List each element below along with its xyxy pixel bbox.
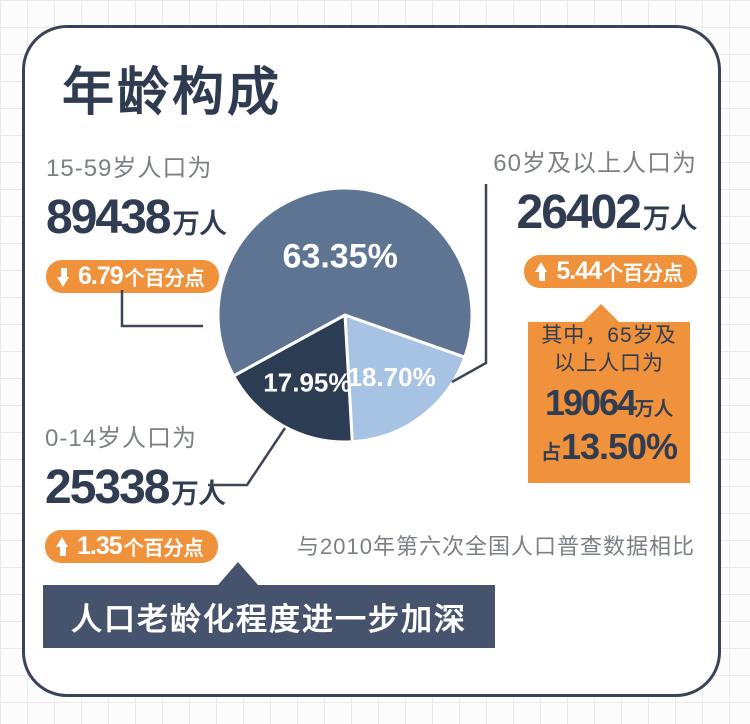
group-age-60-plus: 60岁及以上人口为 26402 万人 5.44 个百分点 <box>493 143 697 288</box>
change-suffix: 个百分点 <box>124 268 205 290</box>
callout-line1: 其中，65岁及 <box>541 324 677 347</box>
arrow-down-icon <box>57 267 70 287</box>
age-0-14-change-badge: 1.35 个百分点 <box>45 530 218 563</box>
callout-percent-row: 占13.50% <box>528 426 690 468</box>
change-value: 6.79 <box>78 262 124 290</box>
callout-unit: 万人 <box>635 399 674 420</box>
age-15-59-unit: 万人 <box>172 209 227 239</box>
pie-slice-label-15-59: 63.35% <box>283 238 398 276</box>
arrow-up-icon <box>535 261 548 282</box>
change-value: 5.44 <box>556 257 602 285</box>
callout-value-row: 19064万人 <box>528 382 690 424</box>
group-age-15-59: 15-59岁人口为 89438 万人 6.79 个百分点 <box>46 148 226 293</box>
age-60-plus-label: 60岁及以上人口为 <box>493 150 697 177</box>
age-60-plus-change-badge: 5.44 个百分点 <box>524 255 697 288</box>
age-15-59-change-badge: 6.79 个百分点 <box>46 260 219 293</box>
comparison-note: 与2010年第六次全国人口普查数据相比 <box>297 534 695 559</box>
age-60-plus-unit: 万人 <box>643 204 697 234</box>
change-suffix: 个百分点 <box>603 263 683 285</box>
callout-percent: 13.50% <box>560 426 678 467</box>
conclusion-banner: 人口老龄化程度进一步加深 <box>43 562 495 648</box>
pie-chart: 18.70%17.95% 63.35% <box>216 186 474 444</box>
callout-value: 19064 <box>544 382 637 423</box>
callout-prefix: 占 <box>540 442 561 464</box>
page-title: 年龄构成 <box>62 64 283 122</box>
age-15-59-label: 15-59岁人口为 <box>46 155 213 182</box>
pie-slice-0-14 <box>232 313 354 444</box>
pie-slice-label-60-plus: 18.70% <box>348 362 436 392</box>
banner-pointer-icon <box>218 562 258 585</box>
age-0-14-label: 0-14岁人口为 <box>45 425 198 452</box>
change-suffix: 个百分点 <box>123 538 204 560</box>
age-0-14-value: 25338 <box>45 461 170 514</box>
callout-line2: 以上人口为 <box>554 352 664 375</box>
group-age-0-14: 0-14岁人口为 25338 万人 1.35 个百分点 <box>45 418 225 563</box>
age-0-14-value-row: 25338 万人 <box>45 460 225 515</box>
age-60-plus-value-row: 26402 万人 <box>493 185 697 240</box>
banner-text: 人口老龄化程度进一步加深 <box>71 602 467 637</box>
arrow-up-icon <box>56 536 69 557</box>
age-0-14-unit: 万人 <box>171 479 226 509</box>
age-15-59-value-row: 89438 万人 <box>46 190 226 245</box>
pie-slice-label-0-14: 17.95% <box>263 368 351 398</box>
change-value: 1.35 <box>77 532 123 560</box>
callout-pointer-icon <box>582 304 620 323</box>
age-60-plus-value: 26402 <box>516 186 642 239</box>
age-15-59-value: 89438 <box>46 191 171 244</box>
callout-65-plus: 其中，65岁及 以上人口为 19064万人 占13.50% <box>528 304 690 483</box>
